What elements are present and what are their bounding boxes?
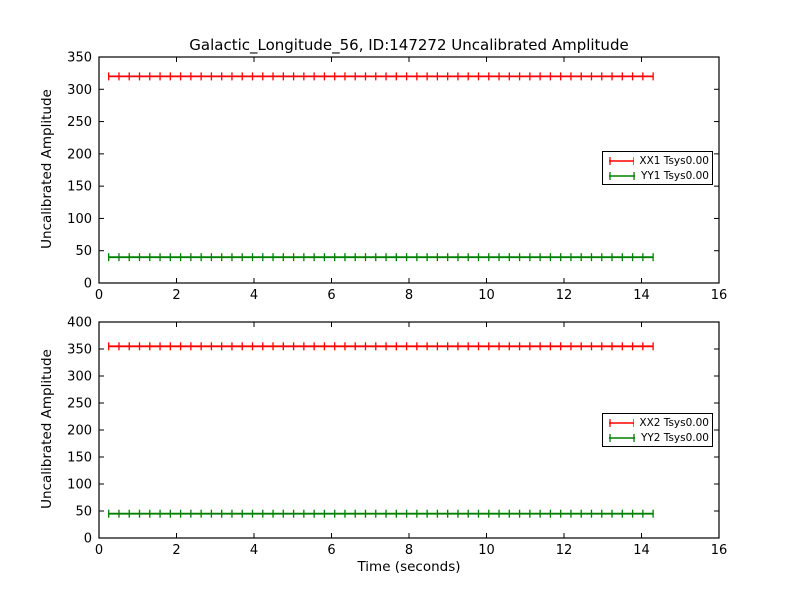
legend-bottom-plot: XX2 Tsys0.00 YY2 Tsys0.00: [602, 413, 713, 447]
x-tick-label: 12: [556, 288, 573, 303]
y-tick-label: 300: [67, 83, 92, 98]
legend-errorbar-swatch-icon: [609, 433, 635, 442]
x-tick-label: 16: [711, 543, 728, 558]
y-tick-label: 100: [67, 212, 92, 227]
legend-label: XX2 Tsys0.00: [639, 416, 709, 429]
legend-entry: XX2 Tsys0.00: [607, 416, 709, 430]
x-tick-label: 8: [405, 288, 413, 303]
y-tick-label: 0: [84, 277, 92, 292]
x-tick-label: 12: [556, 543, 573, 558]
x-tick-label: 2: [172, 288, 180, 303]
y-tick-label: 250: [67, 397, 92, 412]
x-tick-label: 6: [327, 543, 335, 558]
legend-entry: YY2 Tsys0.00: [607, 431, 709, 445]
chart-title: Galactic_Longitude_56, ID:147272 Uncalib…: [189, 36, 629, 54]
y-tick-label: 50: [75, 505, 92, 520]
y-tick-label: 50: [75, 244, 92, 259]
y-tick-label: 400: [67, 316, 92, 331]
legend-errorbar-swatch-icon: [609, 156, 635, 165]
legend-entry: XX1 Tsys0.00: [607, 154, 709, 168]
legend-errorbar-swatch-icon: [609, 418, 635, 427]
x-tick-label: 6: [327, 288, 335, 303]
y-axis-label-top: Uncalibrated Amplitude: [39, 89, 55, 249]
y-tick-label: 350: [67, 51, 92, 66]
x-tick-label: 14: [633, 543, 650, 558]
x-tick-label: 4: [250, 288, 258, 303]
x-tick-label: 8: [405, 543, 413, 558]
x-tick-label: 2: [172, 543, 180, 558]
y-tick-label: 100: [67, 478, 92, 493]
x-tick-label: 10: [478, 288, 495, 303]
legend-top-plot: XX1 Tsys0.00 YY1 Tsys0.00: [602, 151, 713, 185]
x-tick-label: 0: [95, 543, 103, 558]
x-tick-label: 0: [95, 288, 103, 303]
legend-label: XX1 Tsys0.00: [639, 154, 709, 167]
y-tick-label: 350: [67, 343, 92, 358]
x-tick-label: 10: [478, 543, 495, 558]
legend-errorbar-swatch-icon: [609, 171, 635, 180]
x-tick-label: 4: [250, 543, 258, 558]
y-tick-label: 300: [67, 370, 92, 385]
y-tick-label: 0: [84, 532, 92, 547]
x-tick-label: 16: [711, 288, 728, 303]
x-axis-label: Time (seconds): [357, 559, 461, 575]
legend-label: YY1 Tsys0.00: [640, 169, 709, 182]
legend-label: YY2 Tsys0.00: [640, 431, 709, 444]
y-tick-label: 150: [67, 180, 92, 195]
y-tick-label: 200: [67, 147, 92, 162]
y-tick-label: 150: [67, 451, 92, 466]
x-tick-label: 14: [633, 288, 650, 303]
y-tick-label: 250: [67, 115, 92, 130]
y-axis-label-bottom: Uncalibrated Amplitude: [39, 349, 55, 509]
legend-entry: YY1 Tsys0.00: [607, 169, 709, 183]
y-tick-label: 200: [67, 424, 92, 439]
